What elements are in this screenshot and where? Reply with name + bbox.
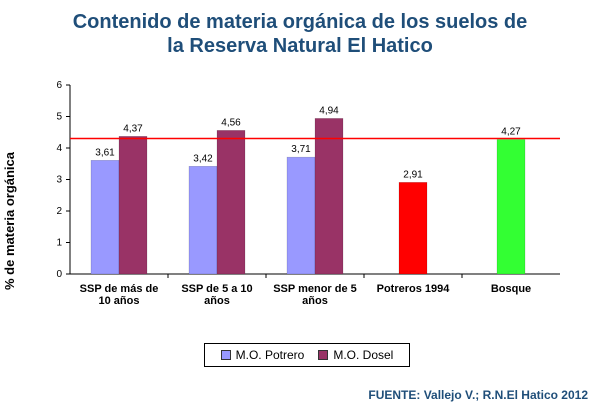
x-category-label-4-0: Bosque	[491, 283, 531, 295]
chart-title-line-1: Contenido de materia orgánica de los sue…	[72, 11, 528, 33]
bar-3-0	[398, 182, 428, 275]
x-category-label-2-0: SSP menor de 5	[273, 283, 357, 295]
y-tick-label-3: 3	[56, 175, 62, 186]
legend-label-potrero: M.O. Potrero	[235, 348, 305, 362]
x-category-label-1-0: SSP de 5 a 10	[181, 283, 252, 295]
legend-swatch-dosel	[318, 350, 329, 360]
bar-2-0	[286, 156, 316, 275]
y-tick-label-4: 4	[56, 143, 62, 154]
x-category-label-0-1: 10 años	[99, 295, 140, 307]
legend-swatch-potrero	[220, 350, 231, 360]
y-tick-label-0: 0	[56, 269, 62, 280]
y-tick-label-2: 2	[56, 206, 62, 217]
x-category-label-2-1: años	[302, 295, 328, 307]
bar-1-1	[216, 130, 246, 275]
y-tick-label-1: 1	[56, 238, 62, 249]
legend-item-potrero: M.O. Potrero	[220, 348, 305, 362]
bar-4-0	[496, 139, 526, 275]
legend-item-dosel: M.O. Dosel	[318, 348, 393, 362]
bar-value-label-0-0: 3,61	[95, 147, 115, 158]
bar-value-label-1-1: 4,56	[221, 117, 241, 128]
bar-0-0	[90, 160, 120, 275]
bar-0-1	[118, 136, 148, 275]
chart-title-line-2: la Reserva Natural El Hatico	[167, 35, 433, 57]
bar-value-label-3-0: 2,91	[403, 169, 423, 180]
bar-1-0	[188, 166, 218, 275]
chart-title: Contenido de materia orgánica de los sue…	[0, 10, 600, 58]
x-category-label-0-0: SSP de más de	[80, 283, 159, 295]
bar-value-label-2-0: 3,71	[291, 144, 311, 155]
x-category-label-1-1: años	[204, 295, 230, 307]
bar-value-label-0-1: 4,37	[123, 123, 143, 134]
y-tick-label-5: 5	[56, 112, 62, 123]
source-note: FUENTE: Vallejo V.; R.N.El Hatico 2012	[368, 388, 588, 402]
bar-value-label-2-1: 4,94	[319, 105, 339, 116]
legend-label-dosel: M.O. Dosel	[333, 348, 394, 362]
legend: M.O. Potrero M.O. Dosel	[204, 343, 410, 367]
bar-value-label-4-0: 4,27	[501, 126, 521, 137]
y-tick-label-6: 6	[56, 80, 62, 91]
bar-2-1	[314, 118, 344, 275]
x-category-label-3-0: Potreros 1994	[377, 283, 451, 295]
bar-value-label-1-0: 3,42	[193, 153, 213, 164]
